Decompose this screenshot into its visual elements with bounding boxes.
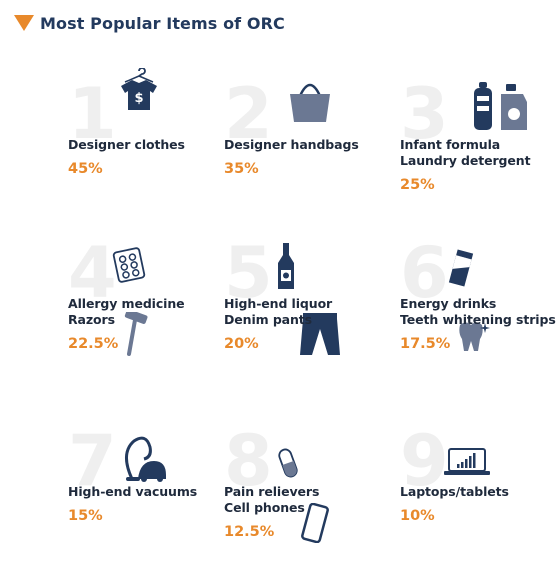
item-percent: 17.5% <box>400 336 451 352</box>
liquor-bottle-icon <box>274 243 298 291</box>
item-cell-5: 5 High-end liquor Denim pants 20% <box>224 237 400 387</box>
item-label: Razors <box>68 312 115 327</box>
item-cell-2: 2 Designer handbags 35% <box>224 78 400 228</box>
item-label: Designer clothes <box>68 137 185 152</box>
item-label: Denim pants <box>224 312 313 327</box>
item-cell-4: 4 Allergy medicine Razors 22.5% <box>68 237 244 387</box>
item-percent: 35% <box>224 161 259 177</box>
item-cell-8: 8 Pain relievers Cell phones 12.5% <box>224 425 400 575</box>
header: Most Popular Items of ORC <box>14 11 285 35</box>
jeans-icon <box>300 313 340 355</box>
item-label: Teeth whitening strips <box>400 312 556 327</box>
energy-can-icon <box>448 249 474 287</box>
rank-number: 6 <box>400 232 449 314</box>
item-cell-7: 7 High-end vacuums 15% <box>68 425 244 575</box>
item-percent: 12.5% <box>224 524 275 540</box>
rank-number: 5 <box>224 232 273 314</box>
tooth-icon <box>456 321 492 353</box>
item-cell-1: 1 $ Designer clothes 45% <box>68 68 244 228</box>
rank-number: 8 <box>224 420 273 502</box>
item-label: Laundry detergent <box>400 153 531 168</box>
item-label: High-end liquor <box>224 296 333 311</box>
item-label: Cell phones <box>224 500 305 515</box>
item-percent: 15% <box>68 508 103 524</box>
handbag-icon <box>286 80 334 124</box>
rank-number: 2 <box>224 73 273 155</box>
item-label: Allergy medicine <box>68 296 185 311</box>
item-cell-9: 9 Laptops/tablets 10% <box>400 425 558 575</box>
item-label: Energy drinks <box>400 296 497 311</box>
item-percent: 25% <box>400 177 435 193</box>
rank-number: 3 <box>400 73 449 155</box>
item-percent: 10% <box>400 508 435 524</box>
item-percent: 45% <box>68 161 103 177</box>
svg-text:$: $ <box>134 91 143 106</box>
title-marker-icon <box>14 15 34 31</box>
shirt-dollar-icon: $ <box>116 68 162 114</box>
rank-number: 4 <box>68 232 117 314</box>
item-label: High-end vacuums <box>68 484 198 499</box>
rank-number: 7 <box>68 420 117 502</box>
capsule-icon <box>278 447 298 479</box>
rank-number: 9 <box>400 420 449 502</box>
page-title: Most Popular Items of ORC <box>40 13 285 33</box>
item-percent: 22.5% <box>68 336 119 352</box>
bottles-icon <box>471 82 531 134</box>
vacuum-icon <box>114 433 168 483</box>
item-label: Infant formula <box>400 137 501 152</box>
item-cell-3: 3 Infant formula Laundry detergent 25% <box>400 78 558 228</box>
pill-blister-icon <box>112 247 146 283</box>
item-cell-6: 6 Energy drinks Teeth whitening strips 1… <box>400 237 558 387</box>
razor-icon <box>120 312 150 356</box>
item-label: Pain relievers <box>224 484 320 499</box>
laptop-icon <box>444 447 490 477</box>
rank-number: 1 <box>68 73 117 155</box>
cell-phone-icon <box>300 503 330 543</box>
item-percent: 20% <box>224 336 259 352</box>
item-label: Laptops/tablets <box>400 484 509 499</box>
item-label: Designer handbags <box>224 137 359 152</box>
